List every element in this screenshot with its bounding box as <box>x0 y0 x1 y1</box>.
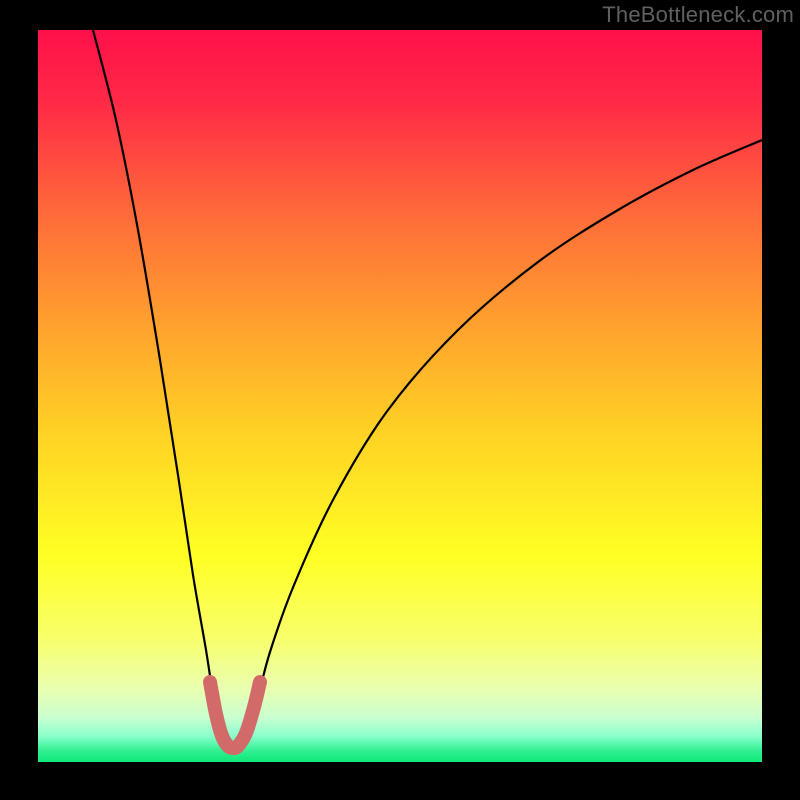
watermark-text: TheBottleneck.com <box>602 2 794 28</box>
bottleneck-chart-svg <box>0 0 800 800</box>
chart-container: TheBottleneck.com <box>0 0 800 800</box>
